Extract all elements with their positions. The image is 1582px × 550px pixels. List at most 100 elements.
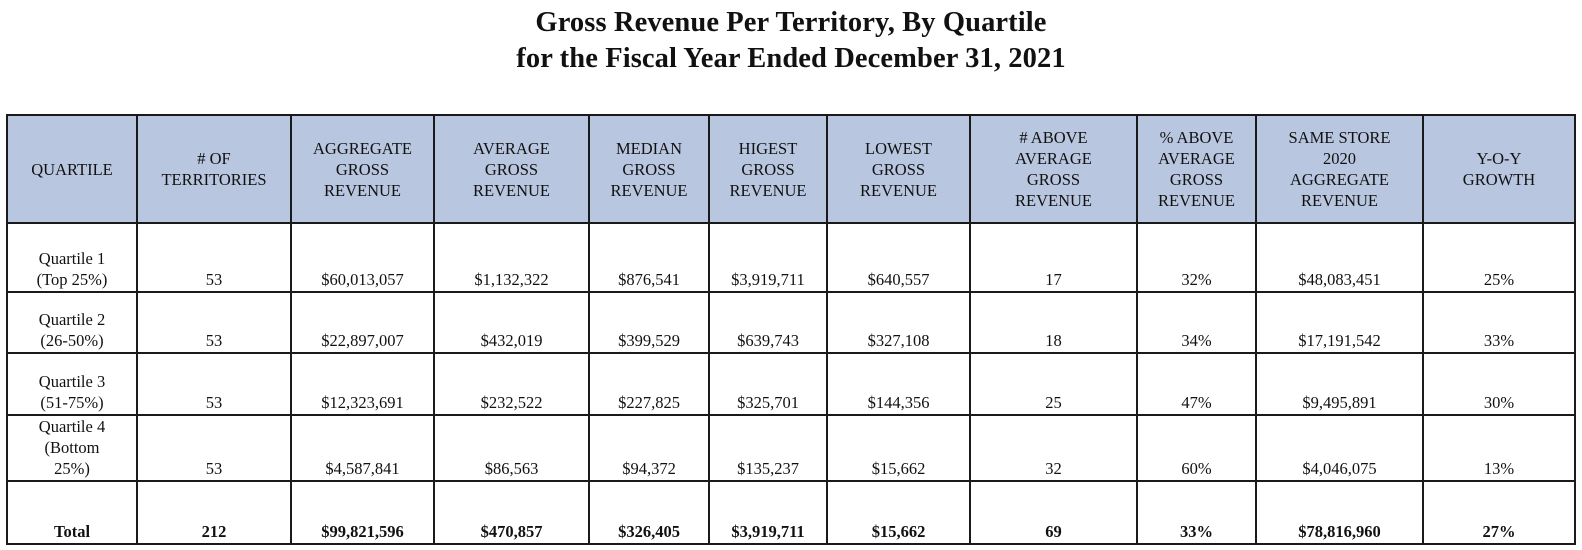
quartile-label-cell: Quartile 2 (26-50%) [6, 291, 138, 354]
table-cell: $1,132,322 [433, 222, 590, 293]
table-cell: 13% [1422, 414, 1576, 482]
quartile-label: Quartile 1 [38, 249, 106, 268]
header-text: QUARTILE [31, 159, 113, 179]
title-line-1: Gross Revenue Per Territory, By Quartile [535, 7, 1047, 38]
header-text: # ABOVE [1019, 128, 1088, 147]
quartile-label: Quartile 4 [38, 417, 106, 436]
table-cell: $232,522 [433, 352, 590, 416]
header-text: AGGREGATE [1290, 170, 1389, 189]
table-cell: 17 [969, 222, 1138, 293]
header-text: Y-O-Y [1476, 149, 1522, 168]
total-row: Total 212 $99,821,596 $470,857 $326,405 … [6, 480, 1576, 545]
table-cell: 30% [1422, 352, 1576, 416]
header-text: LOWEST [865, 138, 932, 158]
table-cell: $17,191,542 [1255, 291, 1424, 354]
total-cell: $78,816,960 [1255, 480, 1424, 545]
header-percent-above-average: % ABOVE AVERAGE GROSS REVENUE [1136, 114, 1257, 224]
header-text: GROSS [1026, 170, 1081, 189]
table-cell: 53 [136, 414, 292, 482]
table-cell: $399,529 [588, 291, 710, 354]
header-text: REVENUE [610, 180, 688, 200]
header-text: 2020 [1323, 149, 1356, 168]
table-cell: 25% [1422, 222, 1576, 293]
header-text: % ABOVE [1159, 128, 1234, 147]
quartile-label-cell: Quartile 3 (51-75%) [6, 352, 138, 416]
table-cell: $135,237 [708, 414, 828, 482]
header-text: AVERAGE [1158, 149, 1235, 168]
total-cell: $99,821,596 [290, 480, 435, 545]
table-cell: $9,495,891 [1255, 352, 1424, 416]
total-cell: 69 [969, 480, 1138, 545]
table-cell: $4,587,841 [290, 414, 435, 482]
table-cell: $94,372 [588, 414, 710, 482]
total-cell: $15,662 [826, 480, 971, 545]
header-text: REVENUE [1158, 191, 1235, 210]
header-text: MEDIAN [616, 138, 682, 158]
table-cell: $325,701 [708, 352, 828, 416]
header-number-above-average: # ABOVE AVERAGE GROSS REVENUE [969, 114, 1138, 224]
header-yoy-growth: Y-O-Y GROWTH [1422, 114, 1576, 224]
table-cell: 60% [1136, 414, 1257, 482]
header-text: GROSS [622, 159, 676, 179]
header-text: REVENUE [1301, 191, 1378, 210]
title-line-2: for the Fiscal Year Ended December 31, 2… [516, 43, 1066, 74]
quartile-label: Quartile 3 [38, 372, 106, 391]
header-text: TERRITORIES [161, 170, 267, 189]
table-cell: 33% [1422, 291, 1576, 354]
table-row: Quartile 3 (51-75%) 53 $12,323,691 $232,… [6, 352, 1576, 416]
table-cell: $60,013,057 [290, 222, 435, 293]
total-label: Total [6, 480, 138, 545]
header-text: REVENUE [1015, 191, 1092, 210]
header-text: GROSS [335, 159, 390, 179]
quartile-label: Quartile 2 [38, 310, 106, 329]
table-cell: 53 [136, 222, 292, 293]
quartile-range: 25%) [54, 459, 90, 478]
revenue-table: QUARTILE # OF TERRITORIES AGGREGATE GROS… [6, 114, 1576, 545]
header-text: GROSS [871, 159, 926, 179]
header-lowest-gross-revenue: LOWEST GROSS REVENUE [826, 114, 971, 224]
table-cell: $22,897,007 [290, 291, 435, 354]
table-row: Quartile 4 (Bottom 25%) 53 $4,587,841 $8… [6, 414, 1576, 482]
header-quartile: QUARTILE [6, 114, 138, 224]
quartile-range: (Bottom [44, 438, 100, 457]
table-cell: 34% [1136, 291, 1257, 354]
header-text: GROSS [741, 159, 795, 179]
table-cell: $144,356 [826, 352, 971, 416]
header-territories: # OF TERRITORIES [136, 114, 292, 224]
header-text: # OF [197, 149, 231, 168]
header-text: AVERAGE [473, 138, 550, 158]
table-cell: 32 [969, 414, 1138, 482]
table-cell: $876,541 [588, 222, 710, 293]
header-text: GROSS [484, 159, 539, 179]
header-row: QUARTILE # OF TERRITORIES AGGREGATE GROS… [6, 114, 1576, 224]
quartile-label-cell: Quartile 1 (Top 25%) [6, 222, 138, 293]
header-highest-gross-revenue: HIGEST GROSS REVENUE [708, 114, 828, 224]
table-cell: $12,323,691 [290, 352, 435, 416]
table-cell: $227,825 [588, 352, 710, 416]
table-cell: $48,083,451 [1255, 222, 1424, 293]
table-cell: 25 [969, 352, 1138, 416]
header-text: REVENUE [473, 180, 550, 200]
table-cell: $15,662 [826, 414, 971, 482]
table-cell: $432,019 [433, 291, 590, 354]
header-text: GROWTH [1462, 170, 1536, 189]
header-average-gross-revenue: AVERAGE GROSS REVENUE [433, 114, 590, 224]
total-cell: 33% [1136, 480, 1257, 545]
header-text: AVERAGE [1015, 149, 1092, 168]
quartile-range: (51-75%) [40, 393, 104, 412]
header-text: AGGREGATE [313, 138, 412, 158]
total-cell: 27% [1422, 480, 1576, 545]
table-row: Quartile 1 (Top 25%) 53 $60,013,057 $1,1… [6, 222, 1576, 293]
total-cell: $470,857 [433, 480, 590, 545]
table-cell: $86,563 [433, 414, 590, 482]
report-title: Gross Revenue Per Territory, By Quartile… [0, 5, 1582, 77]
header-text: REVENUE [324, 180, 401, 200]
header-text: HIGEST [738, 138, 798, 158]
header-text: SAME STORE [1288, 128, 1391, 147]
quartile-label-cell: Quartile 4 (Bottom 25%) [6, 414, 138, 482]
header-text: REVENUE [860, 180, 937, 200]
header-text: GROSS [1169, 170, 1224, 189]
quartile-range: (26-50%) [40, 331, 104, 350]
header-median-gross-revenue: MEDIAN GROSS REVENUE [588, 114, 710, 224]
table-cell: $327,108 [826, 291, 971, 354]
